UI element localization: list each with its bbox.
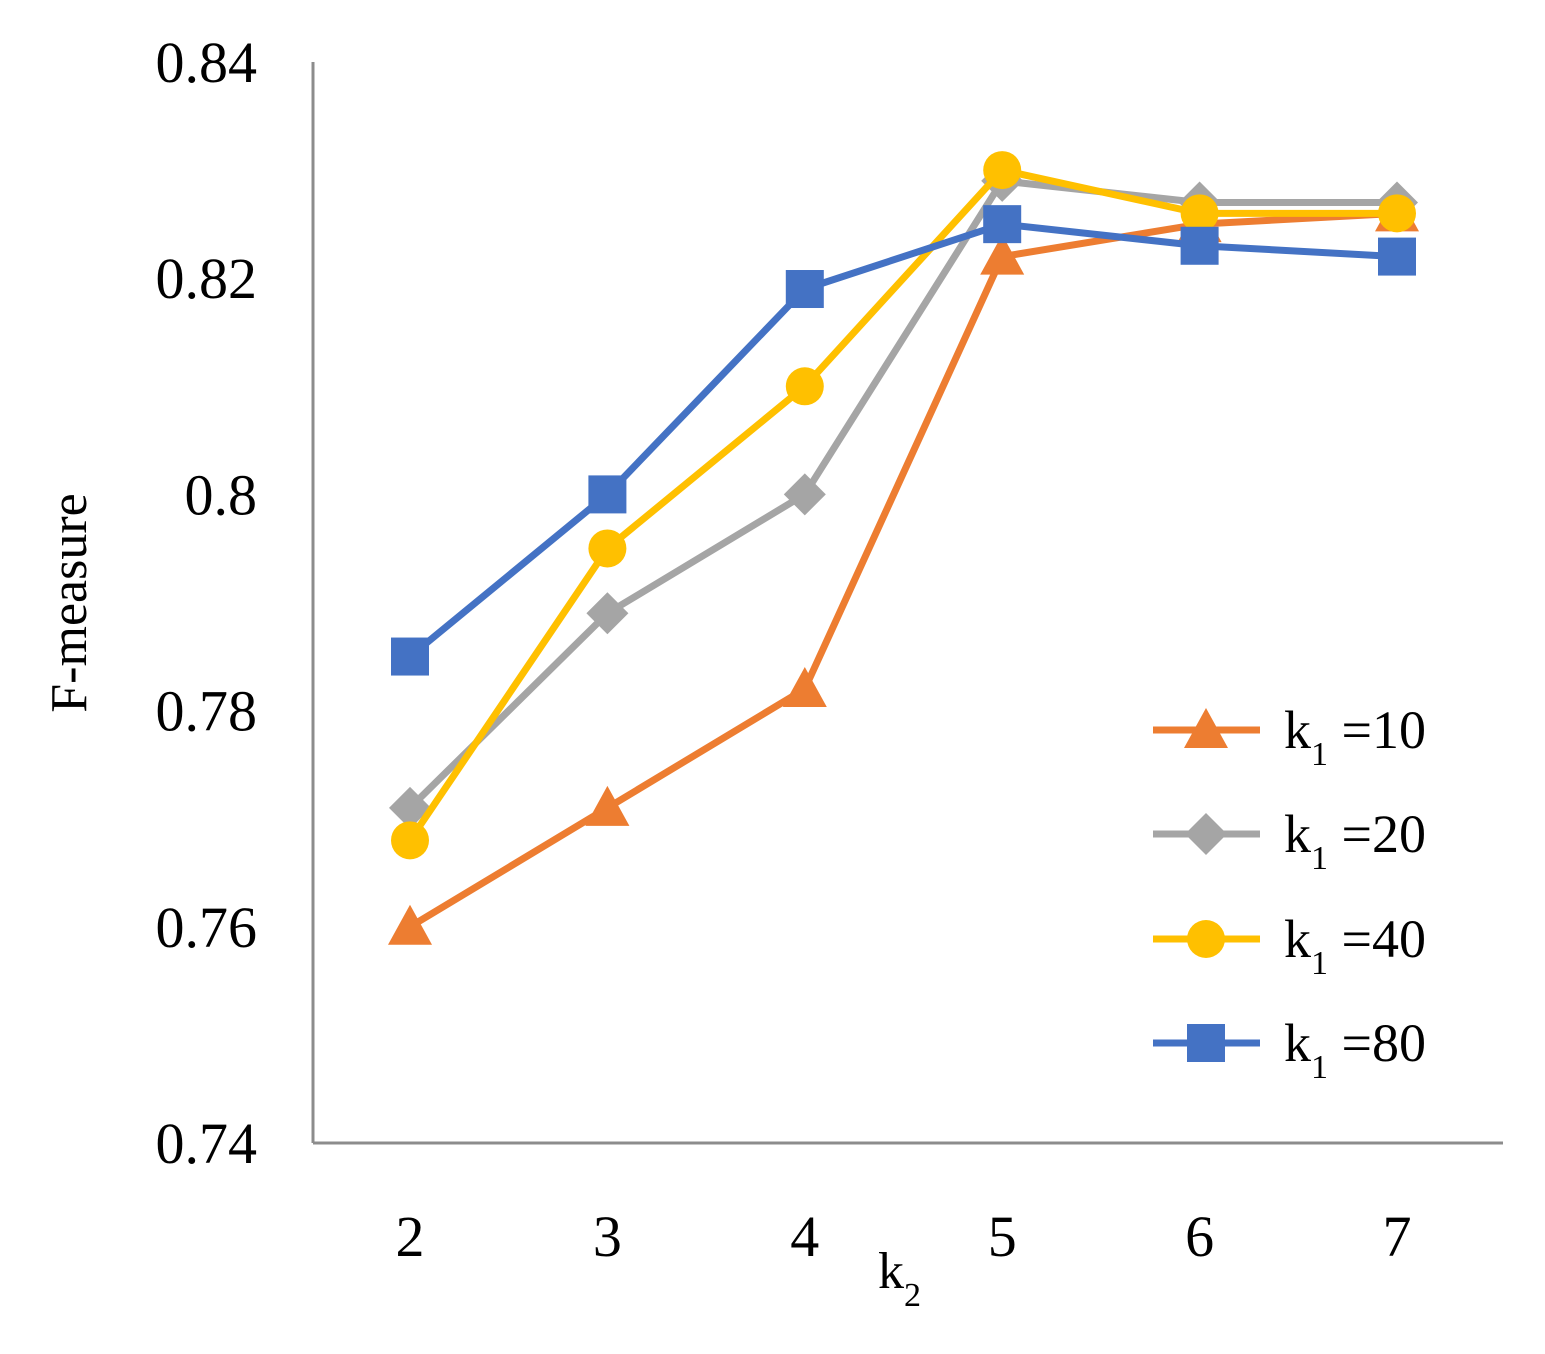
y-tick-label: 0.82: [156, 246, 258, 311]
x-axis-title: k2: [878, 1243, 921, 1314]
data-point-marker: [586, 592, 629, 635]
series-line: [407, 166, 1397, 843]
axes: [311, 62, 1503, 1145]
legend: k1 =10 k1 =20 k1 =40 k1 =80: [1153, 700, 1426, 1086]
y-tick-label: 0.76: [156, 895, 258, 960]
legend-marker: [1187, 1024, 1225, 1062]
series-4: [391, 205, 1416, 676]
y-tick-label: 0.8: [185, 462, 258, 527]
legend-marker: [1185, 813, 1227, 855]
series-1: [388, 191, 1419, 945]
data-point-marker: [983, 151, 1022, 190]
legend-marker: [1187, 920, 1225, 958]
y-axis-title: F-measure: [41, 493, 98, 712]
data-point-marker: [1180, 194, 1219, 233]
legend-label: k1 =10: [1284, 700, 1426, 773]
data-point-marker: [585, 785, 630, 826]
tick-labels: 0.74 0.76 0.78 0.8 0.82 0.84 2 3 4 5 6 7: [156, 30, 1412, 1269]
x-tick-label: 7: [1383, 1204, 1412, 1269]
legend-item: k1 =10: [1153, 700, 1426, 773]
series-line: [407, 220, 1398, 660]
x-axis-title-subscript: 2: [904, 1277, 921, 1314]
x-tick-label: 2: [396, 1204, 425, 1269]
series: [388, 151, 1419, 945]
legend-item: k1 =20: [1153, 804, 1426, 877]
legend-item: k1 =40: [1153, 909, 1426, 982]
legend-label: k1 =40: [1284, 909, 1426, 982]
series-line: [407, 177, 1397, 811]
data-point-marker: [785, 367, 824, 406]
legend-item: k1 =80: [1153, 1013, 1426, 1086]
data-point-marker: [391, 637, 429, 676]
data-point-marker: [389, 786, 431, 829]
data-point-marker: [1180, 226, 1219, 265]
data-point-marker: [588, 529, 627, 568]
data-point-marker: [391, 821, 429, 860]
data-point-marker: [983, 205, 1022, 244]
series-line: [408, 209, 1398, 930]
y-tick-label: 0.78: [156, 679, 258, 744]
data-point-marker: [785, 270, 824, 309]
x-tick-label: 4: [790, 1204, 819, 1269]
data-point-marker: [1378, 237, 1416, 276]
x-tick-label: 6: [1185, 1204, 1214, 1269]
x-axis-title-main: k: [878, 1243, 904, 1300]
legend-label: k1 =80: [1284, 1013, 1426, 1086]
y-tick-label: 0.74: [156, 1111, 258, 1176]
x-tick-label: 5: [988, 1204, 1017, 1269]
legend-label: k1 =20: [1284, 804, 1426, 877]
legend-marker: [1184, 708, 1228, 748]
data-point-marker: [980, 234, 1025, 275]
y-tick-label: 0.84: [156, 30, 258, 95]
data-point-marker: [588, 475, 627, 514]
data-point-marker: [782, 666, 827, 707]
x-tick-label: 3: [593, 1204, 622, 1269]
series-3: [391, 151, 1416, 860]
data-point-marker: [388, 904, 432, 945]
data-point-marker: [1378, 194, 1416, 233]
data-point-marker: [783, 473, 826, 516]
